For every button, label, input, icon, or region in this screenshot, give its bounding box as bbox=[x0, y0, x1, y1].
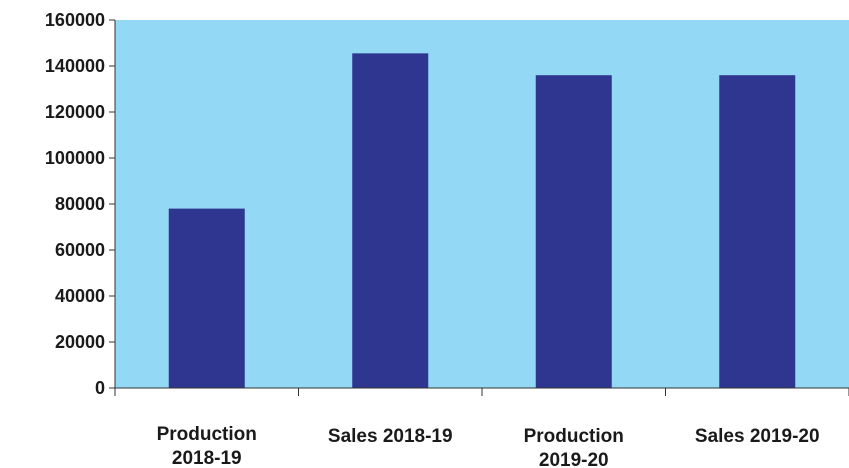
x-category-label-line: 2019-20 bbox=[539, 450, 609, 468]
y-tick-label: 160000 bbox=[45, 10, 105, 30]
x-axis-labels: Production 2018-19 Sales 2018-19 Production… bbox=[157, 424, 820, 468]
x-axis-ticks bbox=[114, 388, 849, 396]
bar-2 bbox=[352, 53, 429, 388]
bar-1 bbox=[168, 208, 245, 388]
x-category-label: Production 2019-20 bbox=[524, 426, 624, 468]
y-tick-label: 80000 bbox=[55, 194, 105, 214]
bars-group bbox=[168, 53, 796, 388]
x-category-label-line: Production bbox=[157, 424, 257, 445]
y-axis-ticks: 0 20000 40000 60000 80000 100000 120000 140000 1… bbox=[45, 10, 115, 398]
y-tick-label: 120000 bbox=[45, 102, 105, 122]
x-category-label: Sales 2019-20 bbox=[695, 426, 820, 447]
x-category-label: Sales 2018-19 bbox=[328, 426, 453, 447]
x-category-label: Production 2018-19 bbox=[157, 424, 257, 468]
x-category-label-line: Production bbox=[524, 426, 624, 447]
x-category-label-line: Sales 2018-19 bbox=[328, 426, 453, 447]
y-tick-label: 140000 bbox=[45, 56, 105, 76]
y-tick-label: 40000 bbox=[55, 286, 105, 306]
x-category-label-line: 2018-19 bbox=[172, 448, 242, 468]
bar-4 bbox=[719, 75, 796, 388]
bar-3 bbox=[535, 75, 612, 388]
y-tick-label: 60000 bbox=[55, 240, 105, 260]
y-tick-label: 20000 bbox=[55, 332, 105, 352]
y-tick-label: 0 bbox=[95, 378, 105, 398]
y-tick-label: 100000 bbox=[45, 148, 105, 168]
x-category-label-line: Sales 2019-20 bbox=[695, 426, 820, 447]
